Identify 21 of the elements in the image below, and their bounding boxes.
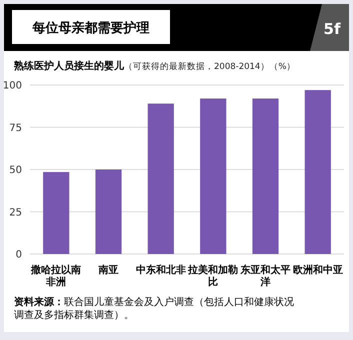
x-tick-label: 欧洲和中亚: [292, 264, 343, 276]
bar: [252, 98, 279, 254]
x-tick-label: 东亚和太平洋: [240, 264, 290, 288]
chart-title: 每位母亲都需要护理: [32, 20, 150, 36]
text: 5f: [324, 20, 341, 38]
bar: [200, 98, 226, 254]
y-tick-label: 50: [9, 165, 22, 176]
bar: [148, 104, 174, 254]
text: 资料来源：联合国儿童基金会及入户调查（包括人口和健康状况调查及多指标群集调查）。: [14, 296, 294, 321]
y-tick-label: 25: [9, 207, 22, 218]
x-tick-label: 南亚: [98, 264, 118, 276]
bar: [304, 90, 331, 254]
bar: [95, 170, 122, 254]
chart-subtitle: 熟练医护人员接生的婴儿（可获得的最新数据，2008-2014）（%）: [13, 60, 296, 72]
x-tick-label: 撒哈拉以南非洲: [30, 264, 82, 288]
y-tick-label: 0: [16, 250, 22, 260]
y-tick-label: 75: [9, 122, 22, 134]
x-tick-label: 中东和北非: [136, 264, 186, 276]
y-tick-label: 100: [2, 80, 22, 92]
x-tick-label: 拉美和加勒比: [187, 264, 238, 288]
bar: [43, 172, 70, 254]
